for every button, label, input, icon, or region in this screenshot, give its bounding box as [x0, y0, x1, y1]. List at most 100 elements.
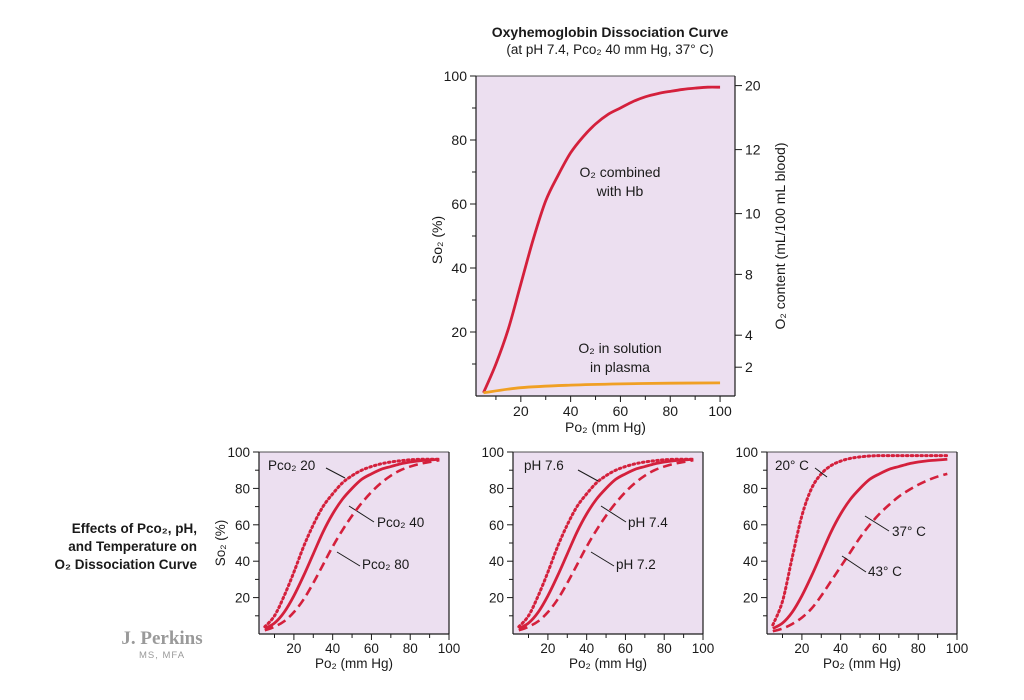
pco2-y-tick-label: 20	[235, 591, 250, 606]
ph-x-tick-label: 60	[618, 641, 633, 656]
temp-y-tick-label: 60	[743, 518, 758, 533]
pco2-x-tick-label: 60	[364, 641, 379, 656]
main-y2-tick-label: 10	[745, 206, 761, 222]
ph-y-tick-label: 20	[489, 591, 504, 606]
temp-y-tick-label: 20	[743, 591, 758, 606]
signature-name: J. Perkins	[121, 628, 203, 649]
temp-y-tick-label: 100	[735, 445, 758, 460]
main-y2-tick-label: 2	[745, 359, 753, 375]
pco2-chart: 20 40 60 80 100 20 40 60 80 100 Po₂ (mm Hg) So₂ (%)…	[213, 445, 460, 671]
temp-series-label: 37° C	[892, 524, 926, 539]
pco2-series-s0	[263, 457, 441, 629]
signature-credentials: MS, MFA	[138, 650, 186, 661]
main-x-tick-label: 100	[708, 403, 732, 419]
side-caption-line-3: O₂ Dissociation Curve	[54, 557, 197, 572]
main-series-label-hb-line-1: O₂ combined	[580, 164, 661, 180]
ph-chart: 20 40 60 80 100 20 40 60 80 100 Po₂ (mm Hg) pH 7.6 p…	[481, 445, 714, 671]
ph-x-tick-label: 80	[657, 641, 672, 656]
ph-y-tick-label: 100	[481, 445, 504, 460]
main-plot-area	[476, 76, 735, 396]
main-y2-tick-label: 12	[745, 142, 761, 158]
main-y-axis-label: So₂ (%)	[429, 216, 445, 264]
main-y2-tick-label: 20	[745, 78, 761, 94]
temp-series-label: 20° C	[775, 458, 809, 473]
pco2-y-tick-label: 60	[235, 518, 250, 533]
ph-x-tick-label: 100	[692, 641, 715, 656]
main-series-label-hb-line-2: with Hb	[596, 183, 644, 199]
pco2-x-axis-label: Po₂ (mm Hg)	[315, 656, 393, 671]
temp-y-tick-label: 40	[743, 554, 758, 569]
main-y-tick-label: 80	[451, 132, 467, 148]
pco2-y-tick-label: 100	[227, 445, 250, 460]
temp-x-tick-label: 40	[833, 641, 848, 656]
pco2-series-label: Pco₂ 20	[268, 458, 315, 473]
ph-series-s2	[518, 458, 694, 632]
temp-x-tick-label: 60	[872, 641, 887, 656]
main-x-tick-label: 20	[513, 403, 529, 419]
ph-leader-line	[600, 505, 627, 523]
ph-series-s1	[518, 457, 694, 630]
main-y2-tick-label: 8	[745, 266, 753, 282]
temp-x-tick-label: 80	[911, 641, 926, 656]
ph-leader-line	[577, 469, 599, 482]
main-y-tick-label: 100	[444, 68, 468, 84]
pco2-leader-line	[336, 551, 361, 567]
pco2-x-tick-label: 100	[438, 641, 461, 656]
pco2-x-tick-label: 20	[286, 641, 301, 656]
main-chart: 20 40 60 80 100 20 40 60 80 100 2 4 8 10 12 20 O₂ conten…	[429, 68, 788, 435]
chart-title: Oxyhemoglobin Dissociation Curve	[491, 24, 729, 40]
main-x-tick-label: 80	[662, 403, 678, 419]
chart-subtitle: (at pH 7.4, Pco₂ 40 mm Hg, 37° C)	[506, 42, 714, 57]
temp-series-s2	[772, 472, 948, 633]
main-x-tick-label: 40	[563, 403, 579, 419]
temp-x-tick-label: 20	[794, 641, 809, 656]
pco2-leader-line	[348, 505, 375, 523]
pco2-series-label: Pco₂ 80	[362, 557, 409, 572]
main-y-tick-label: 60	[451, 196, 467, 212]
ph-leader-line	[590, 551, 615, 567]
ph-y-tick-label: 80	[489, 481, 504, 496]
pco2-leader-line	[325, 467, 346, 479]
ph-x-tick-label: 40	[579, 641, 594, 656]
main-series-label-plasma-line-1: O₂ in solution	[578, 340, 661, 356]
main-y-tick-label: 20	[451, 324, 467, 340]
temp-series-s1	[772, 457, 948, 630]
main-x-axis-label: Po₂ (mm Hg)	[565, 419, 646, 435]
main-series-plasma	[483, 381, 721, 395]
ph-y-tick-label: 60	[489, 518, 504, 533]
ph-y-tick-label: 40	[489, 554, 504, 569]
main-series-hb	[482, 85, 721, 394]
pco2-y-tick-label: 40	[235, 554, 250, 569]
pco2-series-s2	[264, 458, 440, 632]
temp-leader-line	[814, 467, 828, 478]
ph-x-tick-label: 20	[540, 641, 555, 656]
ph-series-label: pH 7.6	[524, 458, 564, 473]
pco2-series-label: Pco₂ 40	[377, 515, 424, 530]
main-y2-axis-label: O₂ content (mL/100 mL blood)	[772, 142, 788, 329]
temp-y-tick-label: 80	[743, 481, 758, 496]
pco2-x-tick-label: 40	[325, 641, 340, 656]
temp-leader-line	[841, 555, 867, 573]
side-caption-line-2: and Temperature on	[68, 539, 197, 554]
temp-series-s0	[771, 454, 949, 627]
pco2-x-tick-label: 80	[403, 641, 418, 656]
ph-series-s0	[517, 457, 695, 629]
temp-x-axis-label: Po₂ (mm Hg)	[823, 656, 901, 671]
pco2-y-tick-label: 80	[235, 481, 250, 496]
side-caption-line-1: Effects of Pco₂, pH,	[71, 521, 197, 536]
temp-chart: 20 40 60 80 100 20 40 60 80 100 Po₂ (mm Hg) 20° C 37…	[735, 445, 968, 671]
temp-series-label: 43° C	[868, 564, 902, 579]
pco2-series-s1	[264, 457, 440, 630]
side-caption: Effects of Pco₂, pH, and Temperature on …	[14, 520, 197, 574]
main-series-label-plasma-line-2: in plasma	[590, 359, 650, 375]
artist-signature: J. Perkins MS, MFA	[112, 628, 212, 661]
ph-x-axis-label: Po₂ (mm Hg)	[569, 656, 647, 671]
temp-x-tick-label: 100	[946, 641, 969, 656]
main-x-tick-label: 60	[613, 403, 629, 419]
main-y2-tick-label: 4	[745, 327, 753, 343]
pco2-y-axis-label: So₂ (%)	[213, 520, 228, 567]
ph-series-label: pH 7.2	[616, 557, 656, 572]
ph-series-label: pH 7.4	[628, 515, 668, 530]
temp-leader-line	[864, 515, 890, 532]
